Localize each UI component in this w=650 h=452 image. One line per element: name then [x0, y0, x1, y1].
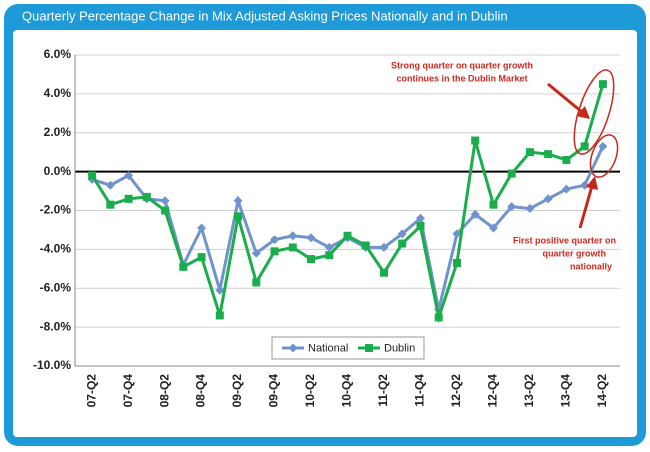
x-tick-label: 12-Q2 — [449, 374, 463, 408]
square-marker — [142, 192, 151, 201]
diamond-marker — [270, 235, 280, 245]
x-tick-label: 08-Q2 — [157, 374, 171, 408]
arrow-head — [586, 176, 598, 190]
highlight-ellipse — [573, 69, 615, 155]
square-marker — [234, 212, 243, 221]
diamond-marker — [197, 223, 207, 233]
square-marker — [215, 311, 224, 320]
chart-title: Quarterly Percentage Change in Mix Adjus… — [22, 8, 508, 23]
square-marker — [179, 262, 188, 271]
legend-marker — [288, 343, 298, 353]
diamond-marker — [105, 180, 115, 190]
legend-marker — [365, 344, 373, 352]
x-tick-label: 07-Q4 — [121, 374, 135, 408]
highlight-ellipse — [589, 134, 619, 178]
x-tick-label: 10-Q4 — [340, 374, 354, 408]
annotation: nationally — [570, 261, 612, 271]
square-marker — [325, 251, 334, 260]
legend: National Dublin — [271, 336, 425, 360]
square-marker — [161, 206, 170, 215]
diamond-marker — [525, 204, 535, 214]
diamond-marker — [543, 194, 553, 204]
y-tick-label: 4.0% — [44, 86, 72, 100]
square-marker — [398, 239, 407, 248]
diamond-marker — [288, 231, 298, 241]
square-marker — [525, 148, 534, 157]
square-marker — [361, 241, 370, 250]
diamond-marker — [598, 141, 608, 151]
diamond-marker — [160, 196, 170, 206]
square-marker — [452, 258, 461, 267]
square-marker — [416, 222, 425, 231]
legend-label: Dublin — [384, 342, 415, 354]
x-tick-label: 13-Q4 — [559, 374, 573, 408]
x-tick-label: 11-Q2 — [376, 374, 390, 407]
x-tick-label: 09-Q2 — [230, 374, 244, 408]
diamond-marker — [397, 229, 407, 239]
y-tick-label: -2.0% — [40, 203, 72, 217]
x-tick-label: 11-Q4 — [413, 374, 427, 407]
diamond-marker — [215, 285, 225, 295]
square-marker — [197, 253, 206, 262]
square-marker — [562, 155, 571, 164]
diamond-marker — [470, 209, 480, 219]
square-marker — [489, 200, 498, 209]
x-tick-label: 08-Q4 — [194, 374, 208, 408]
square-marker — [252, 278, 261, 287]
square-marker — [379, 268, 388, 277]
square-marker — [598, 80, 607, 89]
square-marker — [580, 142, 589, 151]
annotation: Strong quarter on quarter growth — [391, 60, 533, 70]
x-tick-label: 12-Q4 — [486, 374, 500, 408]
legend-label: National — [308, 342, 348, 354]
square-marker — [124, 194, 133, 203]
diamond-marker — [488, 223, 498, 233]
square-marker — [434, 313, 443, 322]
diamond-marker — [233, 196, 243, 206]
diamond-marker — [415, 213, 425, 223]
square-marker — [270, 247, 279, 256]
diamond-marker — [379, 242, 389, 252]
annotation: quarter growth — [542, 248, 606, 258]
annotation-shapes — [547, 69, 619, 229]
diamond-marker — [452, 229, 462, 239]
diamond-marker — [124, 171, 134, 181]
x-tick-label: 13-Q2 — [522, 374, 536, 408]
series — [88, 80, 607, 324]
y-tick-label: -8.0% — [40, 319, 72, 333]
diamond-marker — [251, 248, 261, 258]
square-marker — [88, 171, 97, 180]
square-marker — [106, 200, 115, 209]
y-tick-label: -6.0% — [40, 280, 72, 294]
diamond-marker — [324, 242, 334, 252]
y-tick-label: 0.0% — [44, 164, 72, 178]
x-tick-label: 09-Q4 — [267, 374, 281, 408]
diamond-marker — [306, 233, 316, 243]
arrow — [578, 185, 594, 229]
square-marker — [288, 243, 297, 252]
square-marker — [471, 136, 480, 145]
panel — [13, 30, 637, 437]
arrow-head — [576, 106, 590, 119]
x-tick-label: 10-Q2 — [303, 374, 317, 408]
square-marker — [307, 255, 316, 264]
diamond-marker — [561, 184, 571, 194]
square-marker — [544, 150, 553, 159]
annotation: First positive quarter on — [513, 235, 616, 245]
diamond-marker — [507, 202, 517, 212]
y-tick-label: 2.0% — [44, 125, 72, 139]
square-marker — [343, 231, 352, 240]
square-marker — [507, 169, 516, 178]
legend-box — [271, 336, 425, 360]
x-tick-label: 07-Q2 — [84, 374, 98, 408]
y-tick-label: 6.0% — [44, 47, 72, 61]
y-tick-label: -10.0% — [33, 358, 71, 372]
x-tick-label: 14-Q2 — [595, 374, 609, 408]
diamond-marker — [580, 180, 590, 190]
y-tick-label: -4.0% — [40, 242, 72, 256]
annotation: continues in the Dublin Market — [396, 73, 527, 83]
arrow — [547, 82, 583, 114]
